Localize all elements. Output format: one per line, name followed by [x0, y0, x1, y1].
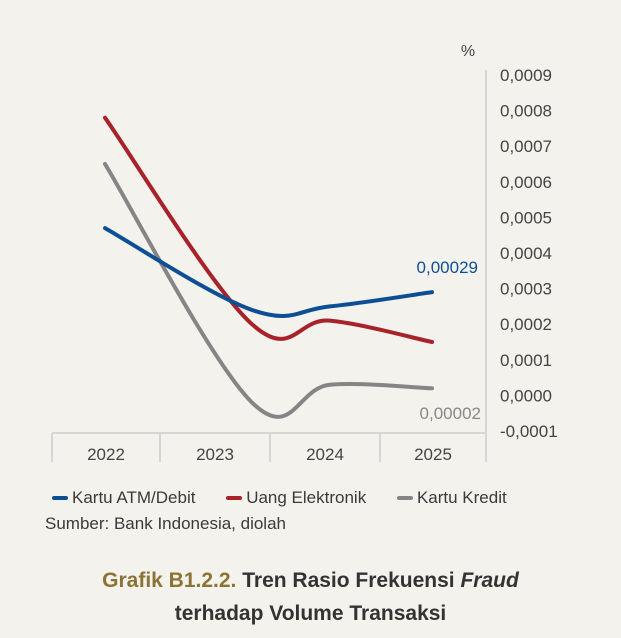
- y-tick-label: -0,0001: [500, 422, 558, 441]
- x-tick-label: 2023: [196, 445, 234, 464]
- y-tick-label: 0,0004: [500, 244, 552, 263]
- legend-item-atm-debit: Kartu ATM/Debit: [52, 488, 195, 508]
- x-tick-label: 2022: [87, 445, 125, 464]
- y-tick-label: 0,0006: [500, 173, 552, 192]
- x-tick-label: 2025: [414, 445, 452, 464]
- unit-label: %: [461, 43, 475, 60]
- y-tick-label: 0,0000: [500, 386, 552, 405]
- y-tick-label: 0,0005: [500, 208, 552, 227]
- line-chart: % 0,0009 0,0008 0,0007 0,0006 0,0005 0,0004 0,…: [51, 43, 558, 464]
- legend-label: Uang Elektronik: [246, 488, 367, 507]
- figure-caption: Grafik B1.2.2. Tren Rasio Frekuensi Frau…: [0, 564, 621, 630]
- y-tick-label: 0,0002: [500, 315, 552, 334]
- legend-swatch: [52, 496, 68, 500]
- y-tick-label: 0,0003: [500, 280, 552, 299]
- x-tick-label: 2024: [306, 445, 344, 464]
- legend-item-kartu-kredit: Kartu Kredit: [396, 488, 507, 508]
- legend-label: Kartu Kredit: [416, 488, 507, 507]
- source-note: Sumber: Bank Indonesia, diolah: [45, 514, 286, 533]
- y-tick-label: 0,0008: [500, 102, 552, 121]
- legend-item-uang-elektronik: Uang Elektronik: [226, 488, 366, 508]
- legend-swatch: [396, 496, 413, 500]
- caption-title-italic: Fraud: [460, 569, 519, 592]
- series-line-kartu-atm-debit: [103, 226, 434, 319]
- caption-title-line2: terhadap Volume Transaksi: [174, 602, 447, 625]
- series-line-uang-elektronik: [103, 115, 434, 344]
- data-label-atm-debit: 0,00029: [417, 258, 478, 277]
- legend-swatch: [226, 496, 243, 500]
- y-tick-label: 0,0009: [500, 66, 552, 85]
- data-label-kartu-kredit: 0,00002: [420, 404, 481, 423]
- y-tick-label: 0,0001: [500, 351, 552, 370]
- figure-number: Grafik B1.2.2.: [102, 569, 237, 592]
- legend: Kartu ATM/Debit Uang Elektronik Kartu Kr…: [52, 485, 533, 508]
- caption-title: Tren Rasio Frekuensi: [236, 569, 461, 592]
- legend-label: Kartu ATM/Debit: [72, 488, 196, 507]
- y-tick-label: 0,0007: [500, 137, 552, 156]
- series-line-kartu-kredit: [103, 162, 434, 419]
